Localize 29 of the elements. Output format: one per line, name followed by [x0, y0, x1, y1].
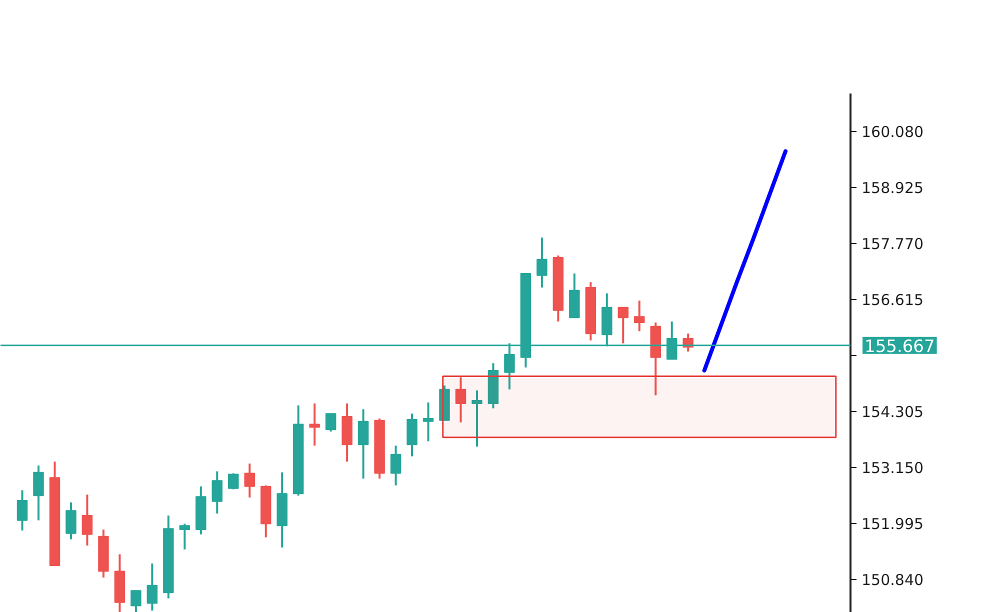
candlestick: [536, 236, 548, 289]
y-tick-label: 150.840: [862, 571, 924, 590]
y-tick-label: 151.995: [862, 514, 924, 533]
line-series: [702, 149, 788, 372]
candlestick: [325, 412, 336, 433]
candlestick: [422, 401, 434, 442]
candlestick: [634, 300, 645, 332]
candlestick: [309, 402, 320, 447]
candlestick: [228, 472, 239, 490]
candlestick: [33, 464, 44, 522]
candlestick: [618, 306, 629, 344]
candlestick: [455, 376, 466, 424]
y-tick-label: 153.150: [862, 458, 924, 477]
candlestick: [244, 462, 255, 499]
candlestick: [66, 501, 76, 540]
candlestick: [472, 389, 482, 448]
candlestick: [390, 444, 402, 486]
candlestick: [16, 489, 28, 532]
candlestick: [146, 562, 158, 612]
candlestick: [179, 522, 190, 550]
candlestick: [82, 494, 93, 547]
y-tick-label: 154.305: [862, 402, 924, 421]
y-tick-label: 160.080: [862, 122, 924, 141]
candlestick: [358, 408, 369, 480]
y-tick-label: 157.770: [862, 234, 924, 253]
candlestick: [212, 470, 223, 515]
y-tick-label: 158.925: [862, 178, 924, 197]
ref-line-label: 155.667: [864, 336, 935, 357]
y-tick-label: 156.615: [862, 290, 924, 309]
